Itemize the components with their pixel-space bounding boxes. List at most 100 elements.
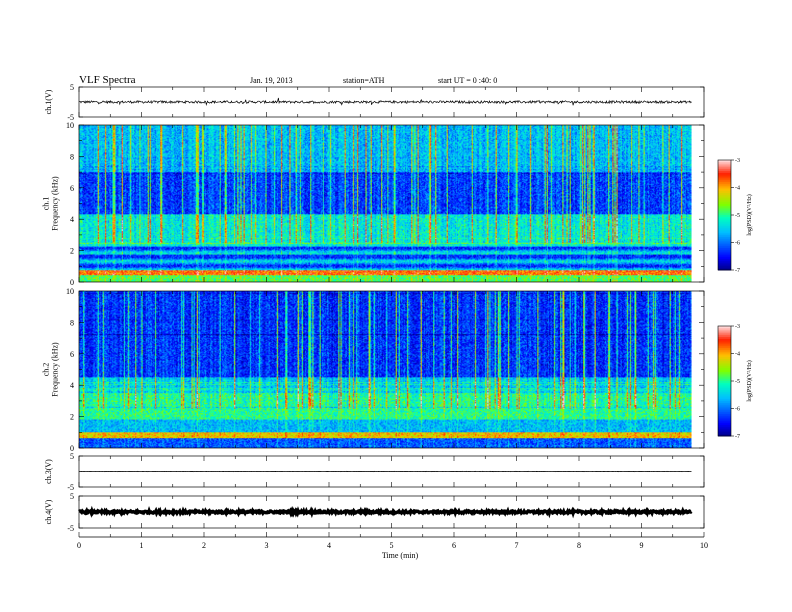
y-tick-label: 2 bbox=[70, 413, 74, 422]
colorbar-swatch bbox=[718, 399, 731, 402]
colorbar-swatch bbox=[718, 326, 731, 329]
figure-title: VLF Spectra bbox=[79, 74, 136, 86]
y-tick-label: 5 bbox=[70, 492, 74, 501]
colorbar-swatch bbox=[718, 253, 731, 256]
colorbar-swatch bbox=[718, 227, 731, 231]
time-axis-tick-label: 2 bbox=[202, 541, 206, 550]
colorbar-swatch bbox=[718, 193, 731, 196]
colorbar-swatch bbox=[718, 430, 731, 433]
colorbar-tick-label: -5 bbox=[735, 379, 740, 385]
colorbar-swatch bbox=[718, 226, 731, 229]
y-tick-label: -5 bbox=[67, 524, 74, 533]
station-label: station=ATH bbox=[343, 76, 385, 85]
ch4-waveform-trace bbox=[78, 505, 693, 519]
colorbar-swatch bbox=[718, 390, 731, 393]
colorbar-swatch bbox=[718, 196, 731, 199]
colorbar-swatch bbox=[718, 340, 731, 343]
colorbar-swatch bbox=[718, 410, 731, 413]
colorbar-swatch bbox=[718, 235, 731, 238]
colorbar-swatch bbox=[718, 257, 731, 260]
colorbar-swatch bbox=[718, 163, 731, 166]
colorbar-swatch bbox=[718, 404, 731, 408]
time-axis-tick-label: 3 bbox=[265, 541, 269, 550]
colorbar-swatch bbox=[718, 386, 731, 389]
colorbar-swatch bbox=[718, 415, 731, 419]
colorbar-swatch bbox=[718, 432, 731, 435]
colorbar-swatch bbox=[718, 351, 731, 354]
colorbar-swatch bbox=[718, 218, 731, 221]
colorbar-label: log(PSD)(V²/Hz) bbox=[746, 194, 753, 235]
colorbar-swatch bbox=[718, 425, 731, 428]
colorbar-swatch bbox=[718, 255, 731, 258]
ch1-spectrogram-image bbox=[79, 125, 704, 282]
colorbar-swatch bbox=[718, 408, 731, 411]
colorbar-swatch bbox=[718, 337, 731, 340]
y-axis-label: ch.2Frequency (kHz) bbox=[42, 342, 60, 397]
time-axis-tick-label: 5 bbox=[390, 541, 394, 550]
y-tick-label: 8 bbox=[70, 152, 74, 161]
y-tick-label: 2 bbox=[70, 247, 74, 256]
time-axis-tick-label: 7 bbox=[515, 541, 519, 550]
ch1-colorbar: -3 -4 -5 -6 -7 log(PSD)(V²/Hz) bbox=[717, 158, 753, 274]
colorbar-swatch bbox=[718, 207, 731, 210]
colorbar-swatch bbox=[718, 209, 731, 212]
y-tick-label: -5 bbox=[67, 113, 74, 122]
colorbar-swatch bbox=[718, 213, 731, 216]
colorbar-swatch bbox=[718, 329, 731, 332]
colorbar-swatch bbox=[718, 395, 731, 398]
colorbar-swatch bbox=[718, 417, 731, 420]
colorbar-tick-label: -7 bbox=[735, 268, 740, 274]
colorbar-swatch bbox=[718, 419, 731, 422]
colorbar-swatch bbox=[718, 371, 731, 375]
colorbar-swatch bbox=[718, 342, 731, 345]
colorbar-swatch bbox=[718, 353, 731, 356]
colorbar-swatch bbox=[718, 183, 731, 187]
colorbar-swatch bbox=[718, 233, 731, 236]
colorbar-swatch bbox=[718, 178, 731, 181]
colorbar-swatch bbox=[718, 224, 731, 227]
colorbar-swatch bbox=[718, 364, 731, 367]
colorbar-swatch bbox=[718, 222, 731, 225]
colorbar-swatch bbox=[718, 377, 731, 380]
colorbar-swatch bbox=[718, 187, 731, 190]
y-tick-label: 4 bbox=[70, 381, 74, 390]
colorbar-swatch bbox=[718, 388, 731, 391]
colorbar-swatch bbox=[718, 171, 731, 174]
colorbar-swatch bbox=[718, 237, 731, 240]
colorbar-swatch bbox=[718, 360, 731, 364]
colorbar-swatch bbox=[718, 379, 731, 382]
colorbar-tick-label: -4 bbox=[735, 352, 740, 358]
time-axis-tick-label: 4 bbox=[327, 541, 331, 550]
ch1-waveform-trace bbox=[78, 97, 692, 106]
y-axis-label: ch.1(V) bbox=[44, 89, 53, 114]
ch2-colorbar: -3 -4 -5 -6 -7 log(PSD)(V²/Hz) bbox=[717, 324, 753, 440]
colorbar-swatch bbox=[718, 231, 731, 234]
colorbar-swatch bbox=[718, 414, 731, 417]
ch4-waveform-panel: 5 -5 ch.4(V) bbox=[44, 492, 705, 533]
colorbar-swatch bbox=[718, 434, 731, 437]
colorbar-swatch bbox=[718, 421, 731, 424]
colorbar-swatch bbox=[718, 397, 731, 400]
start-time-label: start UT = 0 :40: 0 bbox=[438, 76, 497, 85]
colorbar-swatch bbox=[718, 182, 731, 185]
colorbar-swatch bbox=[718, 327, 731, 331]
colorbar-swatch bbox=[718, 333, 731, 336]
colorbar-swatch bbox=[718, 375, 731, 378]
ch1-spectrogram-panel: 0 2 4 6 8 10 ch.1Frequency (kHz) bbox=[42, 121, 705, 287]
colorbar-swatch bbox=[718, 174, 731, 177]
colorbar-swatch bbox=[718, 412, 731, 415]
colorbar-swatch bbox=[718, 344, 731, 347]
y-tick-label: 5 bbox=[70, 452, 74, 461]
y-tick-label: 10 bbox=[66, 121, 74, 130]
colorbar-swatch bbox=[718, 335, 731, 338]
colorbar-swatch bbox=[718, 204, 731, 207]
colorbar-tick-label: -4 bbox=[735, 186, 740, 192]
time-axis-tick-label: 1 bbox=[140, 541, 144, 550]
colorbar-swatch bbox=[718, 167, 731, 170]
y-tick-label: 0 bbox=[70, 278, 74, 287]
colorbar-swatch bbox=[718, 220, 731, 223]
colorbar-swatch bbox=[718, 349, 731, 353]
colorbar-swatch bbox=[718, 202, 731, 205]
time-axis-tick-label: 9 bbox=[640, 541, 644, 550]
colorbar-swatch bbox=[718, 384, 731, 387]
